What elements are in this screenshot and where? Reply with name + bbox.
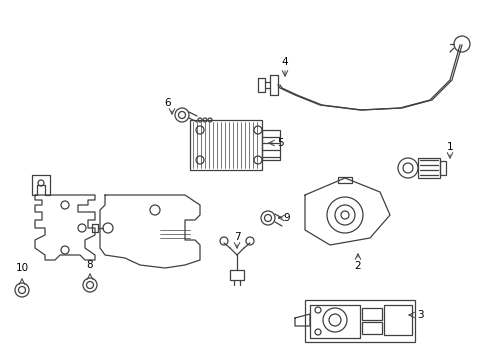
Bar [305, 300, 415, 342]
Bar [362, 308, 382, 320]
Bar [262, 130, 280, 160]
Bar [190, 120, 262, 170]
Bar [418, 158, 440, 178]
Bar [384, 305, 412, 335]
Text: 5: 5 [277, 138, 283, 148]
Text: 1: 1 [447, 142, 453, 152]
Bar [338, 177, 352, 183]
Text: 10: 10 [16, 263, 28, 273]
Bar [362, 322, 382, 334]
Text: 4: 4 [282, 57, 288, 67]
Text: 2: 2 [355, 261, 361, 271]
Text: 3: 3 [416, 310, 423, 320]
Text: 9: 9 [284, 213, 290, 223]
Text: 7: 7 [234, 232, 240, 242]
Bar [440, 161, 446, 175]
Text: 6: 6 [165, 98, 172, 108]
Text: 8: 8 [87, 260, 93, 270]
